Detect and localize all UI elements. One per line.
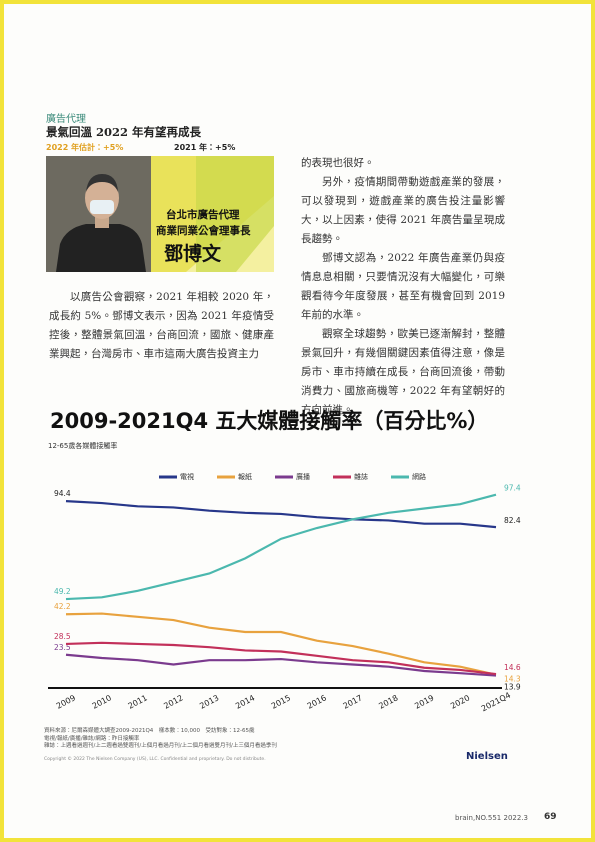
actual-2021: 2021 年：+5% [174,143,236,152]
section-label: 廣告代理 [46,114,86,125]
estimate-2022: 2022 年估計：+5% [46,143,124,152]
data-label: 23.5 [54,643,71,652]
note: 電視/報紙/廣播/雜誌/網路：昨日接觸率 [44,735,140,742]
data-label: 97.4 [504,484,521,493]
paragraph: 觀察全球趨勢，歐美已逐漸解封，整體景氣回升，有幾個關鍵因素值得注意，像是房市、車… [301,328,505,416]
caption-line: 台北市廣告代理 [166,208,240,221]
headline: 景氣回溫 2022 年有望再成長 [46,125,202,139]
right-column: 的表現也很好。 另外，疫情期間帶動遊戲產業的發展，可以發現到，遊戲產業的廣告投注… [301,154,505,420]
note: 雜誌：上週看過週刊/上二週看過雙週刊/上個月看過月刊/上二個月看過雙月刊/上三個… [44,743,277,749]
paragraph: 鄧博文認為，2022 年廣告產業仍與疫情息息相關，只要情況沒有大幅變化，可樂觀看… [301,252,505,321]
chart-notes: 資料來源：尼爾森媒體大調查2009-2021Q4 樣本數：10,000 受訪對象… [44,728,277,751]
x-tick-label: 2015 [270,693,292,711]
data-label: 49.2 [54,587,71,596]
legend-label: 網路 [412,472,426,481]
legend-label: 雜誌 [354,472,368,481]
note: 資料來源：尼爾森媒體大調查2009-2021Q4 樣本數：10,000 受訪對象… [44,728,255,734]
person-hair [86,174,118,192]
person-neck [95,216,109,228]
x-tick-label: 2016 [306,693,328,711]
chart-title: 2009-2021Q4 五大媒體接觸率（百分比%） [50,409,488,433]
paragraph: 以廣告公會觀察，2021 年相較 2020 年，成長約 5%。鄧博文表示，因為 … [49,291,274,360]
portrait-photo: 台北市廣告代理 商業同業公會理事長 鄧博文 [46,156,274,272]
data-label: 14.3 [504,675,521,684]
legend-label: 廣播 [296,472,310,481]
series-line [65,641,497,676]
x-tick-label: 2010 [91,693,113,711]
legend-label: 報紙 [238,472,252,481]
x-tick-label: 2012 [162,693,184,711]
series-line [65,653,497,677]
series-line [65,612,497,676]
issue-info: brain,NO.551 2022.3 [455,814,528,822]
caption-line: 商業同業公會理事長 [156,224,251,237]
chart: 2009-2021Q4 五大媒體接觸率（百分比%） 12-65歲各媒體接觸率 電… [48,409,521,714]
paragraph: 的表現也很好。 [301,157,375,169]
caption-name: 鄧博文 [163,242,222,265]
x-tick-label: 2013 [198,693,220,711]
chart-subtitle: 12-65歲各媒體接觸率 [48,441,117,450]
left-column: 以廣告公會觀察，2021 年相較 2020 年，成長約 5%。鄧博文表示，因為 … [49,288,274,364]
x-tick-label: 2017 [342,693,364,711]
photo-graphic [196,156,274,272]
x-tick-label: 2009 [55,693,77,711]
series-line [65,493,497,601]
data-label: 13.9 [504,683,521,692]
series-line [65,500,497,529]
copyright: Copyright © 2022 The Nielsen Company (US… [44,757,266,762]
paragraph: 另外，疫情期間帶動遊戲產業的發展，可以發現到，遊戲產業的廣告投注量影響大，以上因… [301,176,505,245]
data-label: 28.5 [54,632,71,641]
x-tick-label: 2019 [413,693,435,711]
x-tick-label: 2014 [234,693,256,711]
person-mask [90,200,114,214]
data-label: 82.4 [504,516,521,525]
x-tick-label: 2020 [449,693,471,711]
x-tick-label: 2011 [127,693,149,711]
x-tick-label: 2018 [377,693,399,711]
legend-label: 電視 [180,472,194,481]
brand-logo: Nielsen [466,751,508,762]
x-tick-label: 2021Q4 [480,691,512,714]
data-label: 94.4 [54,489,71,498]
page-number: 69 [544,812,557,822]
person-suit [56,224,146,272]
data-label: 14.6 [504,663,521,672]
data-label: 42.2 [54,602,71,611]
